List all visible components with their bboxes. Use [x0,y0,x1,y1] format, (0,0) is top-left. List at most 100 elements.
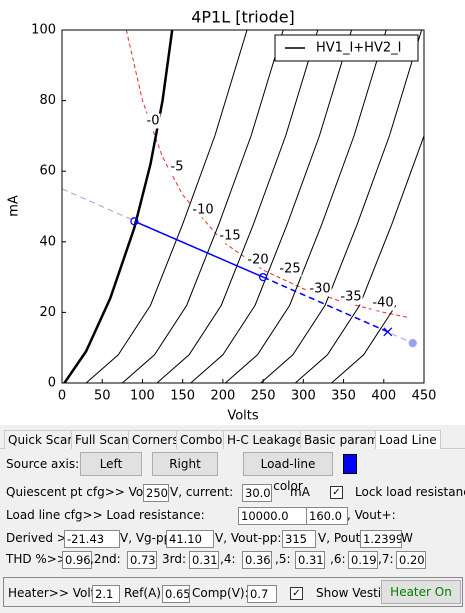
label-bg [191,202,215,218]
h5-field: 0.31 [295,551,325,569]
x-tick-label: 50 [94,389,111,404]
curve-label: -25 [279,262,300,277]
volt-field[interactable]: 250 [143,484,169,502]
dissipation-curve [125,30,409,318]
h4-field: 0.36 [242,551,272,569]
curve-label: -0 [147,114,160,129]
h2-label: ,2nd: [90,552,121,566]
plate-curve [122,30,284,383]
ref-label: Ref(A): [124,586,166,600]
load-line-dashed [262,276,389,333]
w-unit: W [401,531,413,545]
vgpp-field: 41.10 [166,530,214,548]
plate-curve [63,30,174,383]
tab[interactable]: Full Scan [71,430,133,449]
load-line [134,220,264,278]
current-field[interactable]: 30.0 [242,484,272,502]
h6-field: 0.19 [348,551,378,569]
show-label: Show Vesti [316,586,382,600]
h7-field: 0.20 [396,551,426,569]
y-tick-label: 60 [39,164,56,179]
y-tick-label: 40 [39,234,56,249]
resistance-field[interactable]: 10000.0 [238,507,310,525]
plate-curve [224,30,387,383]
quiescent-label: Quiescent pt cfg>> Volt: [6,485,156,499]
heater-button[interactable]: Heater On [381,580,461,604]
label-bg [169,159,185,175]
x-tick-label: 0 [58,389,66,404]
right-button[interactable]: Right [152,452,218,476]
color-swatch[interactable] [343,454,357,474]
y-tick-label: 20 [39,305,56,320]
source-label: Source axis: [6,457,80,471]
x-tick-label: 200 [210,389,235,404]
plate-curve [156,30,319,383]
endpoint-marker [130,217,139,226]
color-button[interactable]: Load-line color [243,452,333,493]
ref-field[interactable]: 0.65 [162,585,190,603]
quiescent-marker [258,272,268,282]
y-tick-label: 80 [39,93,56,108]
tab[interactable]: Corners [128,430,183,449]
label-bg [246,252,270,268]
x-tick-label: 250 [251,389,276,404]
vout-field[interactable]: 160.0 [306,507,348,525]
curve-label: -15 [219,229,240,244]
x-tick-label: 350 [331,389,356,404]
plate-curve [294,135,424,383]
heater-volt[interactable]: 2.1 [92,585,120,603]
x-tick-label: 450 [412,389,437,404]
x-marker [383,327,393,337]
h3-label: 3rd: [162,552,187,566]
legend-label: HV1_I+HV2_I [316,41,401,56]
vgpp-label: V, Vg-pp: [120,531,176,545]
h4-label: ,4: [220,552,236,566]
curve-label: -30 [309,282,330,297]
voutpp-field: 315 [282,530,316,548]
heater-label: Heater>> Volt: [8,586,100,600]
x-axis-label: Volts [227,409,259,424]
x-tick-label: 400 [371,389,396,404]
h3-field: 0.31 [189,551,219,569]
show-checkbox[interactable]: ✓ [290,587,303,600]
tab[interactable]: H-C Leakage [223,430,307,449]
plate-curve [85,30,248,383]
lock-checkbox[interactable]: ✓ [330,486,343,499]
plate-curve [331,305,397,383]
x-tick-label: 150 [170,389,195,404]
curve-label: -10 [192,203,213,218]
tab[interactable]: Basic params [300,430,389,449]
tab[interactable]: Load Line [375,430,441,449]
voutpp-label: V, Vout-pp: [215,531,282,545]
thd-label: THD %>> [6,552,67,566]
label-bg [218,228,242,244]
curve-label: -5 [171,160,184,175]
tab[interactable]: Combo [176,430,227,449]
plot [62,30,424,383]
chart: 4P1L [triode] Volts mA 0 50 100 150 200 250 30… [0,0,465,425]
curve-label: -20 [247,253,268,268]
current-label: V, current: [170,485,234,499]
curve-label: -40 [372,296,393,311]
curve-label: -35 [340,290,361,305]
label-bg [145,113,161,129]
y-tick-label: 100 [31,23,56,38]
unit: mA [290,485,310,499]
heater-panel [3,577,463,607]
h7-label: ,7: [378,552,394,566]
left-button[interactable]: Left [80,452,142,476]
pout-label: V, Pout: [318,531,365,545]
tab[interactable]: Quick Scan [4,430,79,449]
plot-frame [61,29,425,384]
h5-label: ,5: [275,552,291,566]
x-tick-label: 100 [130,389,155,404]
label-bg [339,289,363,305]
label-bg [371,295,395,311]
chart-title: 4P1L [triode] [191,8,295,27]
h6-label: ,6: [330,552,346,566]
comp-field[interactable]: 0.7 [247,585,277,603]
plate-curve [190,30,353,383]
thd-field: 0.96 [62,551,92,569]
y-axis-label: mA [7,195,22,217]
